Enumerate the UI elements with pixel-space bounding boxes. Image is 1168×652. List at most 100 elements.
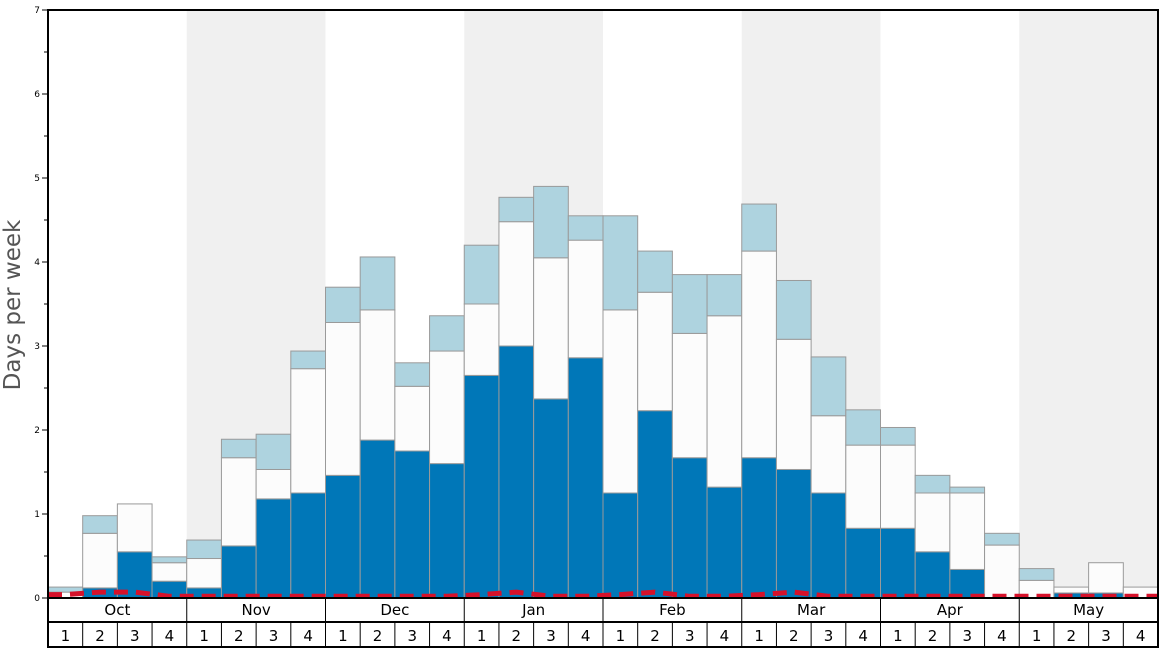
bar-segment-1-14 (498, 345, 535, 599)
month-label-jan: Jan (521, 601, 545, 619)
bar-segment-3-26 (914, 474, 951, 494)
month-label-dec: Dec (380, 601, 409, 619)
y-tick-label: 2 (34, 426, 40, 436)
bar-segment-1-18 (637, 410, 673, 599)
bar-segment-2-2 (82, 532, 118, 589)
month-label-may: May (1073, 601, 1104, 619)
week-label: 1 (477, 627, 487, 645)
month-label-oct: Oct (104, 601, 130, 619)
month-label-mar: Mar (797, 601, 826, 619)
bar-segment-3-2 (82, 515, 118, 534)
bar-segment-1-19 (671, 457, 708, 599)
bar-segment-3-8 (290, 350, 326, 370)
bar-segment-2-16 (567, 239, 604, 359)
bar-segment-3-22 (775, 279, 812, 340)
bar-segment-2-27 (949, 492, 986, 570)
bar-segment-1-12 (429, 463, 465, 599)
y-tick-label: 7 (34, 6, 40, 16)
bar-segment-1-10 (359, 439, 396, 599)
bar-segment-2-24 (845, 444, 881, 529)
bar-segment-2-4 (151, 562, 188, 582)
bar-segment-1-21 (741, 457, 777, 599)
week-label: 3 (407, 627, 417, 645)
bar-segment-2-28 (984, 544, 1020, 599)
bar-segment-2-12 (429, 350, 465, 465)
week-label: 1 (338, 627, 348, 645)
bar-segment-2-21 (741, 250, 777, 459)
bar-segment-1-8 (290, 492, 326, 599)
week-label: 1 (754, 627, 764, 645)
bar-segment-3-25 (880, 426, 916, 446)
bar-segment-1-15 (533, 398, 569, 599)
bar-segment-3-11 (394, 362, 431, 387)
bar-segment-2-23 (810, 415, 847, 494)
bar-segment-2-3 (116, 503, 153, 553)
y-tick-label: 4 (34, 258, 40, 268)
bar-segment-2-9 (325, 321, 361, 476)
bar-segment-3-9 (325, 286, 361, 323)
bar-segment-1-20 (706, 486, 743, 599)
month-label-apr: Apr (937, 601, 964, 619)
bar-segment-1-22 (775, 468, 812, 599)
week-label: 4 (442, 627, 452, 645)
bar-segment-2-15 (533, 257, 569, 400)
week-label: 1 (1032, 627, 1042, 645)
bar-segment-1-13 (463, 374, 500, 599)
bar-segment-2-14 (498, 221, 535, 347)
bar-segment-3-29 (1018, 568, 1055, 581)
bar-segment-1-25 (880, 527, 916, 599)
bar-segment-2-25 (880, 444, 916, 529)
bar-segment-2-20 (706, 315, 743, 488)
bar-segment-1-24 (845, 527, 881, 599)
bar-segment-3-28 (984, 532, 1020, 546)
bar-segment-1-9 (325, 474, 361, 599)
week-label: 2 (95, 627, 105, 645)
bar-segment-3-15 (533, 185, 569, 259)
week-label: 4 (858, 627, 868, 645)
week-label: 1 (616, 627, 626, 645)
bar-segment-2-22 (775, 338, 812, 470)
week-label: 4 (303, 627, 313, 645)
month-band-may (1019, 10, 1158, 598)
week-label: 4 (165, 627, 175, 645)
week-label: 3 (269, 627, 279, 645)
bar-segment-2-26 (914, 492, 951, 553)
reference-line-group (48, 589, 1158, 599)
y-axis-title: Days per week (0, 219, 26, 390)
month-label-nov: Nov (241, 601, 270, 619)
bar-segment-3-27 (949, 486, 986, 494)
bar-segment-1-16 (567, 357, 604, 599)
week-label: 4 (1136, 627, 1146, 645)
bar-segment-3-13 (463, 244, 500, 305)
bar-segment-3-18 (637, 250, 673, 293)
reference-line (48, 589, 1158, 599)
bar-segment-2-5 (186, 558, 222, 589)
bar-segment-3-19 (671, 274, 708, 334)
bar-segment-2-30 (1053, 586, 1090, 594)
bar-segment-2-31 (1088, 562, 1124, 594)
week-label: 3 (130, 627, 140, 645)
week-label: 3 (824, 627, 834, 645)
bar-segment-1-23 (810, 492, 847, 599)
bar-segment-2-6 (220, 457, 257, 547)
bar-segment-3-21 (741, 203, 777, 252)
week-label: 4 (720, 627, 730, 645)
week-label: 2 (928, 627, 938, 645)
y-tick-label: 0 (34, 594, 40, 604)
week-label: 4 (997, 627, 1007, 645)
stacked-bars (47, 185, 1159, 599)
week-label: 3 (962, 627, 972, 645)
bar-segment-3-10 (359, 256, 396, 311)
bar-segment-3-5 (186, 539, 222, 560)
week-label: 2 (512, 627, 522, 645)
bar-segment-2-11 (394, 385, 431, 452)
bar-segment-3-16 (567, 215, 604, 241)
y-tick-label: 1 (34, 510, 40, 520)
week-label: 2 (234, 627, 244, 645)
week-label: 2 (1067, 627, 1077, 645)
y-tick-label: 3 (34, 342, 40, 352)
week-label: 3 (685, 627, 695, 645)
week-label: 2 (789, 627, 799, 645)
